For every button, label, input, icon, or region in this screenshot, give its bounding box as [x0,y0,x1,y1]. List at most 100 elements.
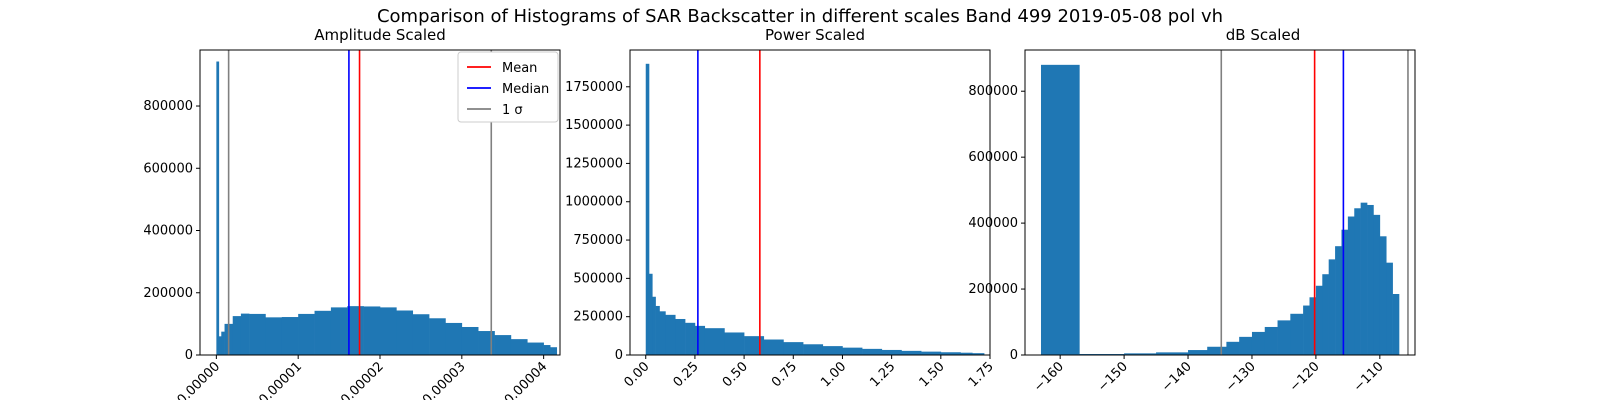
power-histogram-bar [862,348,883,355]
power-xtick-label: 1.00 [818,359,849,390]
power-histogram-bar [659,311,666,355]
power-xtick-label: 1.50 [917,359,948,390]
amplitude-histogram-bar [281,317,299,355]
amplitude-histogram-bar [218,336,222,355]
figure-suptitle: Comparison of Histograms of SAR Backscat… [377,6,1223,27]
db-histogram-bar [1373,214,1381,355]
legend: Mean Median 1 σ [457,51,559,123]
legend-mean-label: Mean [502,61,537,76]
amplitude-histogram-bar [396,310,414,355]
power-panel: Power Scaled 0 250000 500000 750000 1000000 1… [565,26,997,390]
db-histogram-bar [1335,246,1342,355]
legend-frame [457,51,559,123]
power-title: Power Scaled [765,26,865,44]
power-histogram-bar [940,352,961,355]
db-histogram-bar [1156,352,1189,355]
amplitude-histogram-bar [249,313,266,355]
db-histogram-bar [1322,274,1329,355]
amplitude-panel: Amplitude Scaled 0 200000 400000 600000 8000… [143,26,561,400]
amplitude-histogram-bar [363,306,381,355]
db-histogram-bar [1303,305,1310,355]
power-histogram-bar [881,349,902,355]
db-histogram-bar [1341,229,1349,355]
db-histogram-bar [1379,236,1387,355]
power-histogram-bar [649,273,653,355]
amplitude-histogram-bar [412,314,430,355]
power-ytick-label: 750000 [573,233,623,248]
amplitude-histogram-bar [543,345,551,355]
db-ytick-label: 0 [1010,348,1018,363]
amplitude-histogram-bar [494,335,512,355]
power-histogram-bar [652,296,656,355]
db-histogram-bar [1040,64,1080,356]
db-histogram-bar [1124,353,1157,355]
power-xtick-label: 0.25 [671,359,702,390]
legend-median-label: Median [502,82,549,97]
db-ytick-label: 800000 [968,84,1018,99]
power-ytick-label: 500000 [573,271,623,286]
power-xtick-label: 0.00 [621,359,652,390]
power-xtick-label: 1.25 [867,359,898,390]
power-ytick-label: 0 [615,348,623,363]
db-ytick-label: 600000 [968,150,1018,165]
power-xtick-label: 0.50 [720,359,751,390]
db-histogram-bar [1188,350,1208,355]
power-histogram-bar [901,350,922,355]
amplitude-histogram-bar [445,322,463,355]
db-title: dB Scaled [1226,26,1300,44]
amplitude-ytick-label: 400000 [143,224,193,239]
db-xtick-label: −110 [1351,359,1387,395]
power-ytick-label: 1250000 [565,156,623,171]
amplitude-xtick-label: 0.00004 [502,359,551,400]
power-histogram-bar [822,346,843,355]
db-histogram-bar [1328,259,1336,355]
power-histogram-bar [645,63,650,355]
db-xtick-label: −150 [1095,359,1131,395]
amplitude-xtick-label: 0.00002 [338,359,387,400]
amplitude-xtick-label: 0.00001 [256,359,305,400]
amplitude-histogram-bar [478,331,495,355]
amplitude-histogram-bar [550,347,558,355]
power-histogram-bar [783,342,804,355]
power-xtick-label: 1.75 [966,359,997,390]
amplitude-histogram-bar [380,307,397,355]
power-histogram-bar [665,314,676,355]
amplitude-histogram-bar [232,316,242,355]
db-panel: dB Scaled 0200000400000600000800000−160−… [968,26,1416,395]
power-histogram-bar [921,351,942,355]
db-histogram-bar [1386,262,1393,355]
db-histogram-bar [1367,204,1374,355]
db-xtick-label: −140 [1159,359,1195,395]
db-ytick-label: 400000 [968,216,1018,231]
power-histogram-bar [744,336,765,355]
power-ytick-label: 250000 [573,310,623,325]
amplitude-histogram-bar [216,61,220,355]
amplitude-histogram-bar [461,326,479,355]
power-histogram-bar [655,305,660,355]
amplitude-ytick-label: 800000 [143,99,193,114]
amplitude-histogram-bar [429,318,446,355]
db-histogram-bar [1309,297,1317,355]
db-histogram-bar [1315,285,1323,355]
power-axes-frame [629,49,991,356]
amplitude-histogram-bar [527,342,544,355]
power-histogram-bar [803,344,824,355]
power-histogram-bar [842,347,863,355]
power-ytick-label: 1500000 [565,118,623,133]
db-xtick-label: −120 [1287,359,1323,395]
amplitude-ytick-label: 600000 [143,161,193,176]
power-histogram-bar [960,352,973,355]
amplitude-histogram-bar [314,310,332,355]
amplitude-histogram-bar [330,307,348,355]
amplitude-histogram-bar [240,313,250,355]
power-histogram-bar [704,328,725,355]
db-axes-frame [1024,49,1416,356]
db-ytick-label: 200000 [968,282,1018,297]
power-xtick-label: 0.75 [769,359,800,390]
power-histogram-bar [763,339,784,355]
db-histogram-bar [1264,326,1278,355]
db-xtick-label: −160 [1031,359,1067,395]
db-histogram-bar [1251,331,1266,355]
amplitude-histogram-bar [298,313,315,355]
power-histogram-bar [675,318,686,355]
